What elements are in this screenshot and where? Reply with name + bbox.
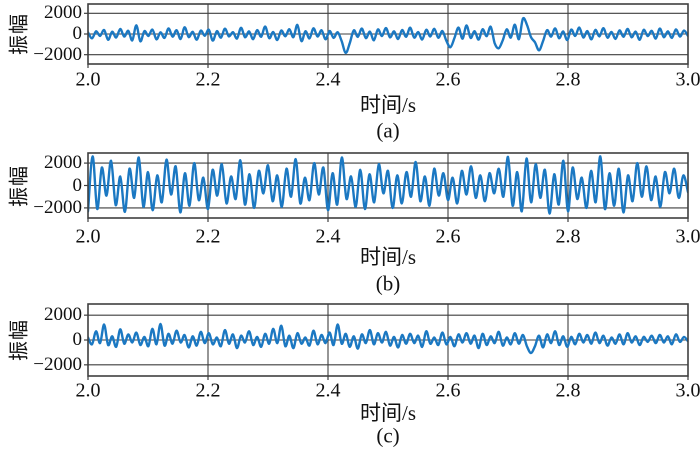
x-axis-label: 时间/s: [359, 245, 416, 269]
x-tick-label: 2.6: [435, 379, 461, 402]
waveform-b: [88, 155, 688, 215]
waveform-c: [88, 322, 688, 355]
y-tick-label: −2000: [33, 196, 82, 218]
x-tick-label: 2.2: [195, 225, 221, 248]
x-tick-label: 3.0: [675, 379, 700, 402]
y-tick-label: 2000: [44, 152, 82, 174]
y-tick-label: −2000: [33, 353, 82, 375]
y-tick-label: −2000: [33, 43, 82, 65]
x-tick-label: 2.8: [555, 379, 581, 402]
x-tick-label: 2.8: [555, 68, 581, 91]
waveform-a: [88, 16, 688, 54]
x-tick-label: 2.8: [555, 225, 581, 248]
x-tick-label: 2.6: [435, 68, 461, 91]
subplot-label-c: (c): [376, 423, 400, 448]
x-tick-label: 2.0: [75, 379, 101, 402]
x-tick-label: 2.2: [195, 68, 221, 91]
subplot-b: [84, 152, 689, 222]
x-tick-label: 2.4: [315, 379, 341, 402]
x-tick-label: 2.4: [315, 68, 341, 91]
y-tick-label: 0: [72, 174, 83, 196]
x-tick-label: 2.6: [435, 225, 461, 248]
subplot-c: [84, 303, 689, 380]
x-tick-label: 2.0: [75, 225, 101, 248]
plot-border: [87, 152, 689, 219]
subplot-label-a: (a): [376, 118, 400, 143]
x-tick-label: 3.0: [675, 225, 700, 248]
x-axis-label: 时间/s: [359, 401, 416, 425]
plot-border: [87, 3, 689, 65]
x-tick-label: 2.0: [75, 68, 101, 91]
x-tick-label: 2.4: [315, 225, 341, 248]
y-tick-label: 2000: [44, 2, 82, 24]
x-tick-label: 2.2: [195, 379, 221, 402]
subplot-label-b: (b): [375, 271, 401, 296]
plot-border: [87, 303, 689, 377]
y-tick-label: 0: [72, 23, 83, 44]
x-axis-label: 时间/s: [359, 93, 416, 117]
x-tick-label: 3.0: [675, 68, 700, 91]
y-tick-label: 2000: [44, 304, 82, 326]
subplot-a: [84, 3, 689, 68]
y-tick-label: 0: [72, 329, 83, 350]
